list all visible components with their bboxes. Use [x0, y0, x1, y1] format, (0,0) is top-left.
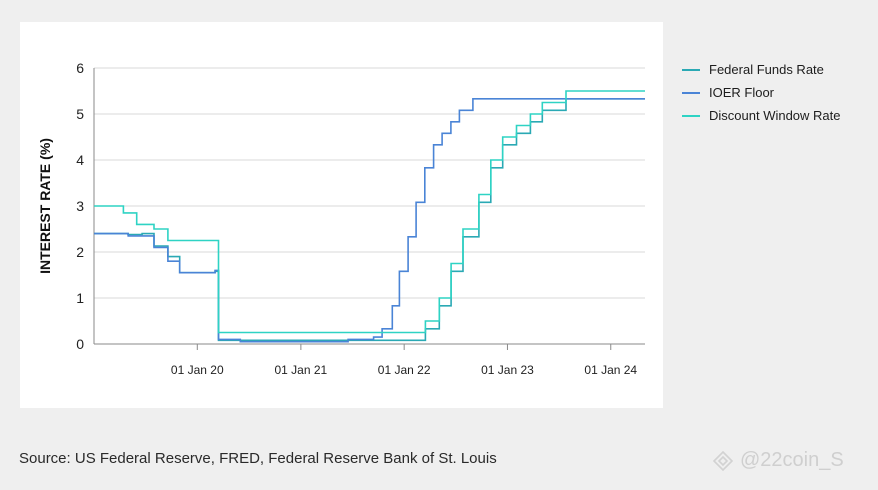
x-tick-label: 01 Jan 22 [378, 363, 431, 377]
series-line-2 [94, 98, 645, 343]
y-tick-label: 0 [76, 336, 84, 352]
watermark: @22coin_S [712, 449, 844, 472]
source-note: Source: US Federal Reserve, FRED, Federa… [19, 450, 497, 467]
legend-label: Federal Funds Rate [709, 62, 824, 77]
chart-legend: Federal Funds Rate IOER Floor Discount Win… [682, 58, 872, 127]
legend-item: Federal Funds Rate [682, 58, 872, 81]
x-tick-label: 01 Jan 23 [481, 363, 534, 377]
legend-item: IOER Floor [682, 81, 872, 104]
y-tick-label: 6 [76, 60, 84, 76]
watermark-text: @22coin_S [740, 449, 844, 471]
legend-swatch [682, 68, 700, 71]
y-tick-label: 5 [76, 106, 84, 122]
legend-swatch [682, 91, 700, 94]
x-tick-label: 01 Jan 24 [584, 363, 637, 377]
legend-label: Discount Window Rate [709, 108, 841, 123]
legend-label: IOER Floor [709, 85, 775, 100]
y-tick-label: 2 [76, 244, 84, 260]
y-axis-label: INTEREST RATE (%) [37, 138, 53, 274]
series-line-1 [94, 98, 645, 342]
line-chart: 0 1 2 3 4 5 6 01 Jan 20 01 Jan 21 01 Jan 22 01 Jan… [37, 60, 645, 377]
series-line-3 [94, 90, 645, 334]
x-tick-label: 01 Jan 21 [275, 363, 328, 377]
legend-item: Discount Window Rate [682, 104, 872, 127]
legend-swatch [682, 114, 700, 117]
diamond-logo-icon [712, 450, 734, 471]
chart-card: 0 1 2 3 4 5 6 01 Jan 20 01 Jan 21 01 Jan 22 01 Jan… [20, 22, 663, 408]
x-tick-label: 01 Jan 20 [171, 363, 224, 377]
y-tick-label: 4 [76, 152, 84, 168]
y-tick-label: 1 [76, 290, 84, 306]
y-tick-label: 3 [76, 198, 84, 214]
